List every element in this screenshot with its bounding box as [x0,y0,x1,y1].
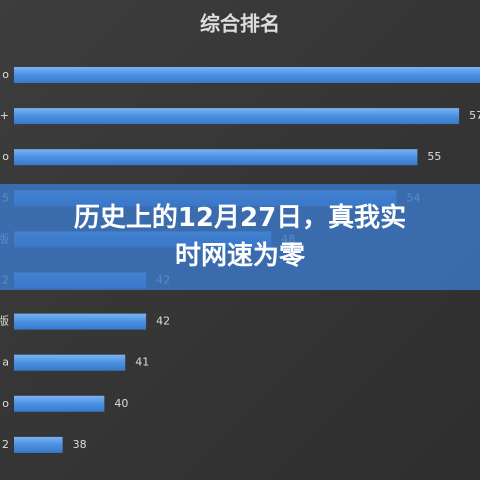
value-label: 57 [469,109,480,122]
y-tick-label: o [2,150,9,163]
bar [14,67,480,83]
y-tick-label: a [2,356,9,369]
y-tick-label: 版 [0,314,9,328]
headline-line: 时网速为零 [174,241,305,271]
headline-banner: 历史上的12月27日，真我实 时网速为零 [0,184,480,290]
y-tick-label: + [0,109,9,122]
value-label: 40 [114,397,128,410]
value-label: 38 [73,438,87,451]
bar [14,395,105,412]
bar [14,354,126,371]
bar [14,436,63,453]
value-label: 41 [135,356,149,369]
bar [14,108,460,125]
bar [14,313,147,330]
chart-title: 综合排名 [200,12,280,36]
bar [14,149,418,166]
headline-line: 历史上的12月27日，真我实 [73,203,407,233]
value-label: 42 [156,315,170,328]
y-tick-label: o [2,68,9,81]
y-tick-label: o [2,397,9,410]
y-tick-label: 2 [2,438,9,451]
value-label: 55 [427,150,441,163]
